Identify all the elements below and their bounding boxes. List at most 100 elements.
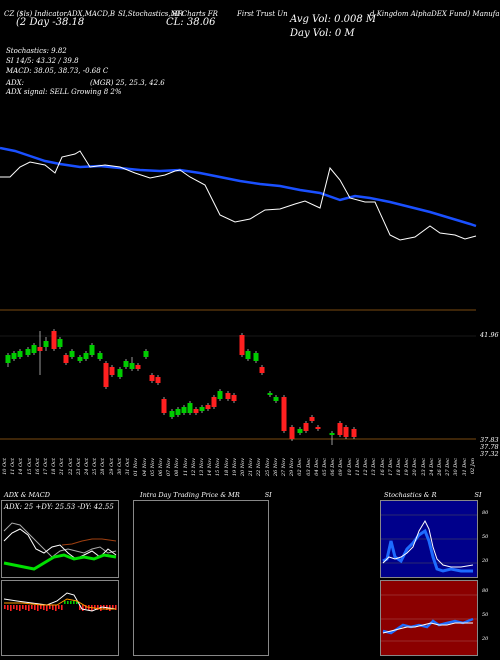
date-label: 14 Oct [18, 458, 25, 475]
si-signal-line [382, 622, 473, 634]
candle-down [281, 397, 287, 431]
date-label: 09 Dec [338, 458, 345, 476]
header-fund-name-1: First Trust Un [237, 10, 288, 18]
candle-up [117, 369, 123, 377]
date-label: 10 Oct [2, 458, 8, 475]
date-label: 04 Nov [141, 458, 148, 477]
date-label: 19 Nov [231, 458, 238, 477]
macd-bar [28, 605, 30, 611]
candle-down [205, 405, 211, 409]
candle-up [43, 341, 49, 347]
macd-bar [61, 605, 63, 610]
candle-down [289, 427, 295, 439]
adx-aux-line [61, 538, 117, 546]
candle-down [231, 395, 237, 401]
candle-down [135, 365, 141, 369]
date-label: 12 Nov [190, 458, 197, 477]
adx-lines [3, 522, 117, 571]
day-change: (2 Day -38.18 [16, 17, 85, 28]
si-readout: SI 14/5: 43.32 / 39.8 [6, 57, 79, 65]
candle-down [37, 347, 43, 351]
day-volume: Day Vol: 0 M [290, 28, 355, 39]
close-price: CL: 38.06 [166, 17, 216, 28]
macd-bar [22, 605, 24, 609]
macd-bar [31, 605, 33, 609]
candle-down [161, 399, 167, 413]
adx-panel-readout: ADX: 25 +DY: 25.53 -DY: 42.55 [4, 503, 114, 511]
macd-bar [7, 605, 9, 610]
candle-up [17, 351, 23, 357]
candle-up [175, 409, 181, 415]
candle-down [193, 409, 199, 413]
candle-up [77, 357, 83, 361]
candle-up [199, 407, 205, 411]
candle-down [149, 375, 155, 381]
adx-signal: ADX signal: SELL Growing 8 2% [6, 88, 122, 96]
date-label: 25 Oct [92, 458, 99, 475]
si-tick-80: 80 [482, 588, 489, 594]
date-label: 27 Nov [281, 458, 288, 477]
macd-bar [52, 605, 54, 610]
date-label: 11 Oct [10, 458, 17, 475]
candle-up [97, 353, 103, 359]
si-tick-20: 20 [482, 636, 489, 642]
date-label: 22 Oct [67, 458, 74, 475]
candle-up [187, 403, 193, 413]
si-line [382, 617, 474, 635]
date-label: 29 Nov [289, 458, 296, 477]
macd-chart [3, 592, 117, 612]
header-indicator-list: SI,Stochastics,MR [118, 10, 184, 18]
macd-bar [16, 605, 18, 610]
date-label: 24 Oct [84, 458, 91, 475]
candle-down [337, 423, 343, 435]
macd-bar [112, 605, 114, 609]
si-panel [380, 580, 478, 656]
date-label: 02 Dec [297, 458, 304, 476]
mgr-readout: (MGR) 25, 25.3, 42.6 [90, 79, 165, 87]
macd-bar [85, 605, 87, 609]
date-label: 26 Nov [272, 458, 279, 477]
date-label: 16 Oct [34, 458, 41, 475]
candle-down [51, 331, 57, 349]
header-fund-name-2: d Kingdom AlphaDEX Fund) Manufa [370, 10, 500, 18]
date-label: 29 Oct [108, 458, 115, 475]
candle-up [129, 363, 135, 369]
macd-bar [79, 605, 81, 610]
candle-down [109, 367, 115, 375]
date-label: 03 Dec [305, 458, 312, 476]
candle-down [343, 427, 349, 437]
date-label: 23 Dec [420, 458, 427, 476]
candle-up [297, 429, 303, 433]
macd-bar [58, 605, 60, 609]
macd-bar [64, 601, 66, 604]
date-label: 27 Dec [445, 458, 452, 476]
date-label: 23 Oct [75, 458, 82, 475]
date-label: 13 Nov [198, 458, 205, 477]
candle-up [143, 351, 149, 357]
date-label: 19 Dec [404, 458, 411, 476]
price-label-1: 37.83 [480, 436, 499, 444]
date-label: 01 Nov [133, 458, 140, 477]
price-ma-chart [0, 146, 477, 241]
stoch-tick-50: 50 [482, 534, 489, 540]
candle-up [89, 345, 95, 355]
si-tick-50: 50 [482, 612, 489, 618]
candle-up [57, 339, 63, 347]
date-label: 31 Dec [461, 458, 468, 476]
plus-di-line [3, 528, 117, 560]
date-label: 05 Dec [322, 458, 329, 476]
candle-up [217, 391, 223, 399]
macd-line [3, 592, 117, 612]
date-label: 18 Nov [223, 458, 230, 477]
macd-bar [73, 601, 75, 604]
macd-bar [10, 605, 12, 611]
macd-bar [70, 601, 72, 604]
candle-up [245, 351, 251, 359]
date-label: 16 Dec [379, 458, 386, 476]
date-label: 18 Dec [395, 458, 402, 476]
date-label: 15 Oct [26, 458, 33, 475]
stochastics-readout: Stochastics: 9.82 [6, 47, 67, 55]
date-label: 02 Jan [469, 458, 476, 475]
candle-up [25, 349, 31, 355]
macd-readout: MACD: 38.05, 38.73, -0.68 C [6, 67, 109, 75]
